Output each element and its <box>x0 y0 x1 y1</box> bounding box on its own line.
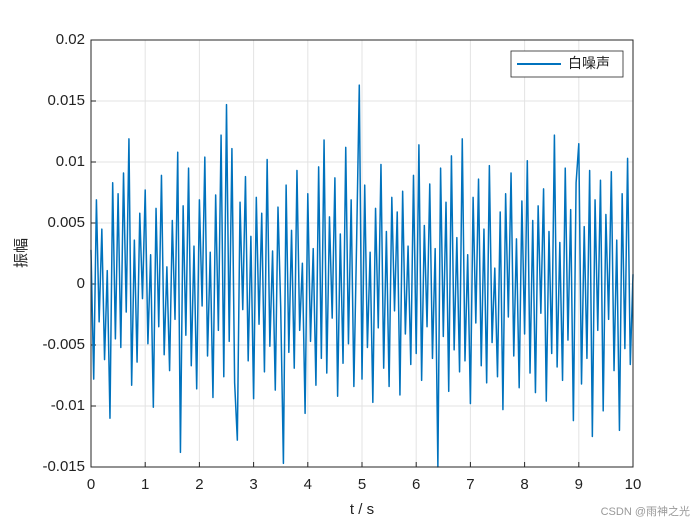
watermark: CSDN @雨神之光 <box>601 504 690 518</box>
x-tick-label: 3 <box>249 476 257 493</box>
x-tick-label: 10 <box>625 476 642 493</box>
axes-box <box>90 39 634 468</box>
y-tick-label: -0.005 <box>42 336 85 353</box>
y-tick-label: 0.01 <box>56 153 85 170</box>
y-tick-label: 0.005 <box>47 214 85 231</box>
x-tick-label: 2 <box>195 476 203 493</box>
y-tick-label: -0.01 <box>51 397 85 414</box>
y-tick-label: 0.015 <box>47 92 85 109</box>
legend-label: 白噪声 <box>568 56 610 72</box>
y-tick-label: 0 <box>77 275 85 292</box>
x-tick-label: 8 <box>520 476 528 493</box>
y-axis-label: 振幅 <box>12 238 30 268</box>
x-tick-label: 4 <box>304 476 312 493</box>
x-tick-label: 5 <box>358 476 366 493</box>
x-tick-label: 9 <box>575 476 583 493</box>
line <box>90 84 634 468</box>
x-axis-label: t / s <box>350 501 374 518</box>
x-tick-label: 7 <box>466 476 474 493</box>
y-tick-label: -0.015 <box>42 458 85 475</box>
x-tick-label: 6 <box>412 476 420 493</box>
x-tick-label: 1 <box>141 476 149 493</box>
x-tick-label: 0 <box>87 476 95 493</box>
y-tick-label: 0.02 <box>56 31 85 48</box>
